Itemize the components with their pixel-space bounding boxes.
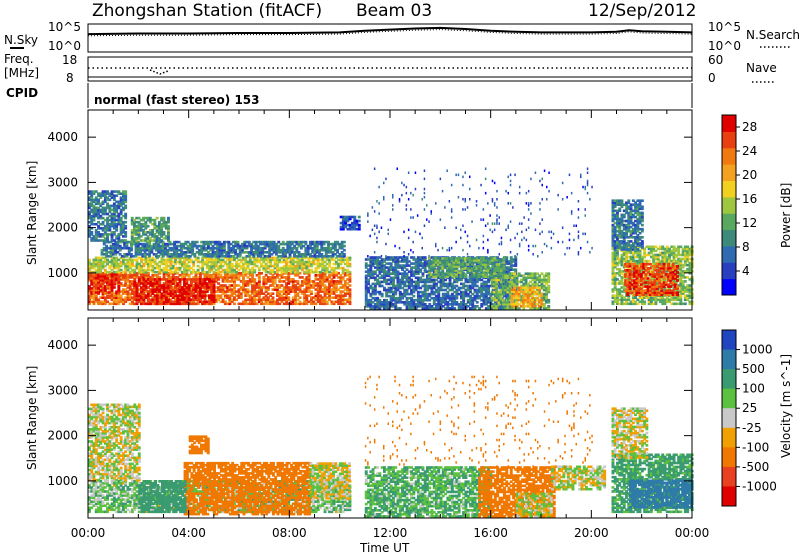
heatmap-cell [272,292,275,295]
heatmap-cell [213,278,216,281]
heatmap-cell [147,225,150,228]
noise-panel: N.Sky 10^5 10^0 10^5 10^0 N.Search [4,20,800,53]
noise-tick-right-bottom: 10^0 [708,39,741,53]
heatmap-cell [343,249,346,252]
heatmap-cell [349,271,352,274]
heatmap-cell [181,303,184,306]
heatmap-cell [90,231,93,234]
freq-dip [150,70,168,74]
freq-unit-label: [MHz] [4,66,39,80]
cpid-label: CPID [6,86,38,100]
noise-tick-left-top: 10^5 [48,20,81,34]
freq-tick-top: 18 [62,53,77,67]
nsearch-label: N.Search [746,28,800,42]
beam-label: Beam 03 [356,1,432,21]
nave-label: Nave [746,61,777,75]
cpid-text: normal (fast stereo) 153 [94,93,260,107]
heatmap-cell [505,256,508,259]
heatmap-cell [406,256,409,259]
heatmap-cell [124,190,127,193]
heatmap-cell [163,217,166,220]
nave-tick-top: 60 [708,53,723,67]
heatmap-cell [353,216,356,219]
heatmap-cell [343,245,346,248]
heatmap-cell [124,213,127,216]
heatmap-cell [349,257,352,260]
heatmap-cell [196,241,199,244]
station-title: Zhongshan Station (fitACF) [92,1,322,21]
heatmap-cell [253,269,256,272]
noise-tick-right-top: 10^5 [708,20,741,34]
cpid-panel: CPID normal (fast stereo) 153 [6,83,692,108]
heatmap-cell [310,290,313,293]
heatmap-cell [476,301,479,304]
heatmap-cell [124,221,127,224]
heatmap-cell [253,278,256,281]
heatmap-cell [233,303,236,306]
noise-sky-line [88,28,692,34]
heatmap-cell [514,268,517,271]
heatmap-cell [197,257,200,260]
nave-tick-bottom: 0 [708,71,716,85]
heatmap-cell [381,293,384,296]
heatmap-cell [424,256,427,259]
heatmap-cell [343,253,346,256]
nsky-label: N.Sky [4,33,38,47]
heatmap-cell [124,205,127,208]
heatmap-cell [213,284,216,287]
power-heatmap [88,168,694,310]
heatmap-cell [343,241,346,244]
heatmap-cell [156,217,159,220]
heatmap-cell [358,216,361,219]
heatmap-cell [358,220,361,223]
heatmap-cell [195,303,198,306]
heatmap-cell [163,231,166,234]
heatmap-cell [453,307,456,310]
heatmap-cell [117,275,120,278]
heatmap-cell [296,280,299,283]
heatmap-cell [358,224,361,227]
heatmap-cell [349,263,352,266]
date-label: 12/Sep/2012 [588,1,696,21]
freq-label: Freq. [4,52,34,66]
heatmap-cell [287,296,290,299]
heatmap-cell [133,278,136,281]
heatmap-cell [260,272,263,275]
freq-panel: Freq. [MHz] 18 8 60 0 Nave [4,52,777,85]
heatmap-cell [124,225,127,228]
heatmap-cell [237,241,240,244]
heatmap-cell [117,285,120,288]
heatmap-cell [138,278,141,281]
heatmap-cell [272,296,275,299]
heatmap-cell [158,278,161,281]
heatmap-cell [185,280,188,283]
heatmap-cell [167,217,170,220]
noise-tick-left-bottom: 10^0 [48,39,81,53]
heatmap-cell [304,241,307,244]
heatmap-cell [167,225,170,228]
heatmap-cell [412,295,415,298]
freq-tick-bottom: 8 [66,71,74,85]
heatmap-cell [399,307,402,310]
heatmap-cell [349,288,352,291]
heatmap-cell [299,296,302,299]
heatmap-cell [124,239,127,242]
heatmap-cell [335,271,338,274]
heatmap-cell [349,284,352,287]
heatmap-cell [124,231,127,234]
